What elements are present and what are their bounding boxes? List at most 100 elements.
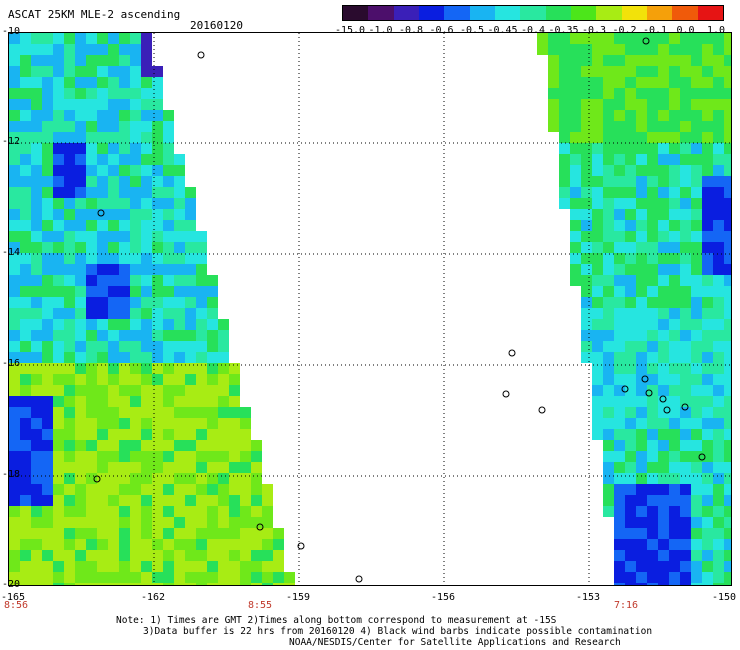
wind-cell (64, 363, 75, 374)
wind-cell (174, 506, 185, 517)
wind-cell (669, 132, 680, 143)
wind-cell (20, 99, 31, 110)
wind-cell (9, 99, 20, 110)
wind-cell (75, 154, 86, 165)
wind-cell (592, 319, 603, 330)
wind-cell (658, 143, 669, 154)
wind-cell (42, 231, 53, 242)
wind-cell (20, 110, 31, 121)
wind-cell (702, 528, 713, 539)
wind-cell (207, 418, 218, 429)
wind-cell (42, 55, 53, 66)
wind-cell (592, 385, 603, 396)
wind-cell (185, 253, 196, 264)
wind-cell (724, 77, 731, 88)
wind-cell (614, 330, 625, 341)
date-label: 20160120 (190, 19, 243, 32)
wind-cell (570, 187, 581, 198)
wind-cell (53, 154, 64, 165)
wind-cell (9, 528, 20, 539)
wind-cell (97, 275, 108, 286)
wind-cell (603, 44, 614, 55)
wind-cell (86, 187, 97, 198)
wind-cell (163, 132, 174, 143)
wind-cell (680, 561, 691, 572)
wind-cell (53, 385, 64, 396)
wind-cell (152, 528, 163, 539)
wind-cell (647, 330, 658, 341)
wind-cell (669, 165, 680, 176)
wind-cell (108, 429, 119, 440)
wind-cell (713, 429, 724, 440)
wind-cell (625, 330, 636, 341)
wind-cell (691, 495, 702, 506)
wind-cell (229, 374, 240, 385)
wind-cell (141, 143, 152, 154)
wind-cell (614, 297, 625, 308)
wind-cell (20, 77, 31, 88)
wind-cell (119, 308, 130, 319)
wind-cell (108, 165, 119, 176)
wind-cell (86, 242, 97, 253)
wind-cell (581, 121, 592, 132)
wind-cell (130, 242, 141, 253)
colorbar-label: -0.5 (459, 25, 485, 36)
wind-cell (691, 99, 702, 110)
wind-cell (86, 297, 97, 308)
wind-cell (196, 264, 207, 275)
wind-cell (603, 418, 614, 429)
wind-cell (64, 528, 75, 539)
wind-cell (614, 473, 625, 484)
wind-cell (119, 352, 130, 363)
wind-cell (207, 363, 218, 374)
wind-cell (64, 352, 75, 363)
wind-cell (163, 572, 174, 583)
wind-cell (207, 550, 218, 561)
wind-cell (152, 132, 163, 143)
wind-cell (570, 165, 581, 176)
wind-cell (185, 385, 196, 396)
wind-cell (636, 407, 647, 418)
wind-cell (559, 187, 570, 198)
wind-cell (64, 55, 75, 66)
wind-cell (64, 165, 75, 176)
wind-cell (207, 473, 218, 484)
wind-cell (185, 330, 196, 341)
wind-cell (86, 363, 97, 374)
wind-cell (64, 187, 75, 198)
wind-cell (636, 132, 647, 143)
wind-cell (130, 528, 141, 539)
wind-cell (658, 297, 669, 308)
wind-cell (119, 176, 130, 187)
wind-cell (174, 374, 185, 385)
wind-cell (691, 385, 702, 396)
wind-cell (141, 297, 152, 308)
wind-cell (559, 88, 570, 99)
wind-cell (9, 484, 20, 495)
wind-cell (20, 539, 31, 550)
wind-cell (53, 44, 64, 55)
wind-cell (614, 451, 625, 462)
wind-cell (592, 220, 603, 231)
wind-cell (53, 539, 64, 550)
wind-cell (31, 429, 42, 440)
wind-cell (130, 198, 141, 209)
wind-cell (53, 286, 64, 297)
wind-cell (130, 550, 141, 561)
wind-cell (207, 385, 218, 396)
wind-cell (658, 319, 669, 330)
wind-cell (119, 363, 130, 374)
wind-cell (614, 561, 625, 572)
wind-cell (86, 319, 97, 330)
wind-cell (680, 528, 691, 539)
wind-cell (658, 561, 669, 572)
wind-cell (548, 66, 559, 77)
wind-cell (86, 418, 97, 429)
wind-cell (163, 198, 174, 209)
wind-cell (86, 429, 97, 440)
wind-cell (229, 462, 240, 473)
wind-cell (680, 495, 691, 506)
wind-cell (240, 539, 251, 550)
wind-cell (691, 528, 702, 539)
wind-cell (152, 418, 163, 429)
